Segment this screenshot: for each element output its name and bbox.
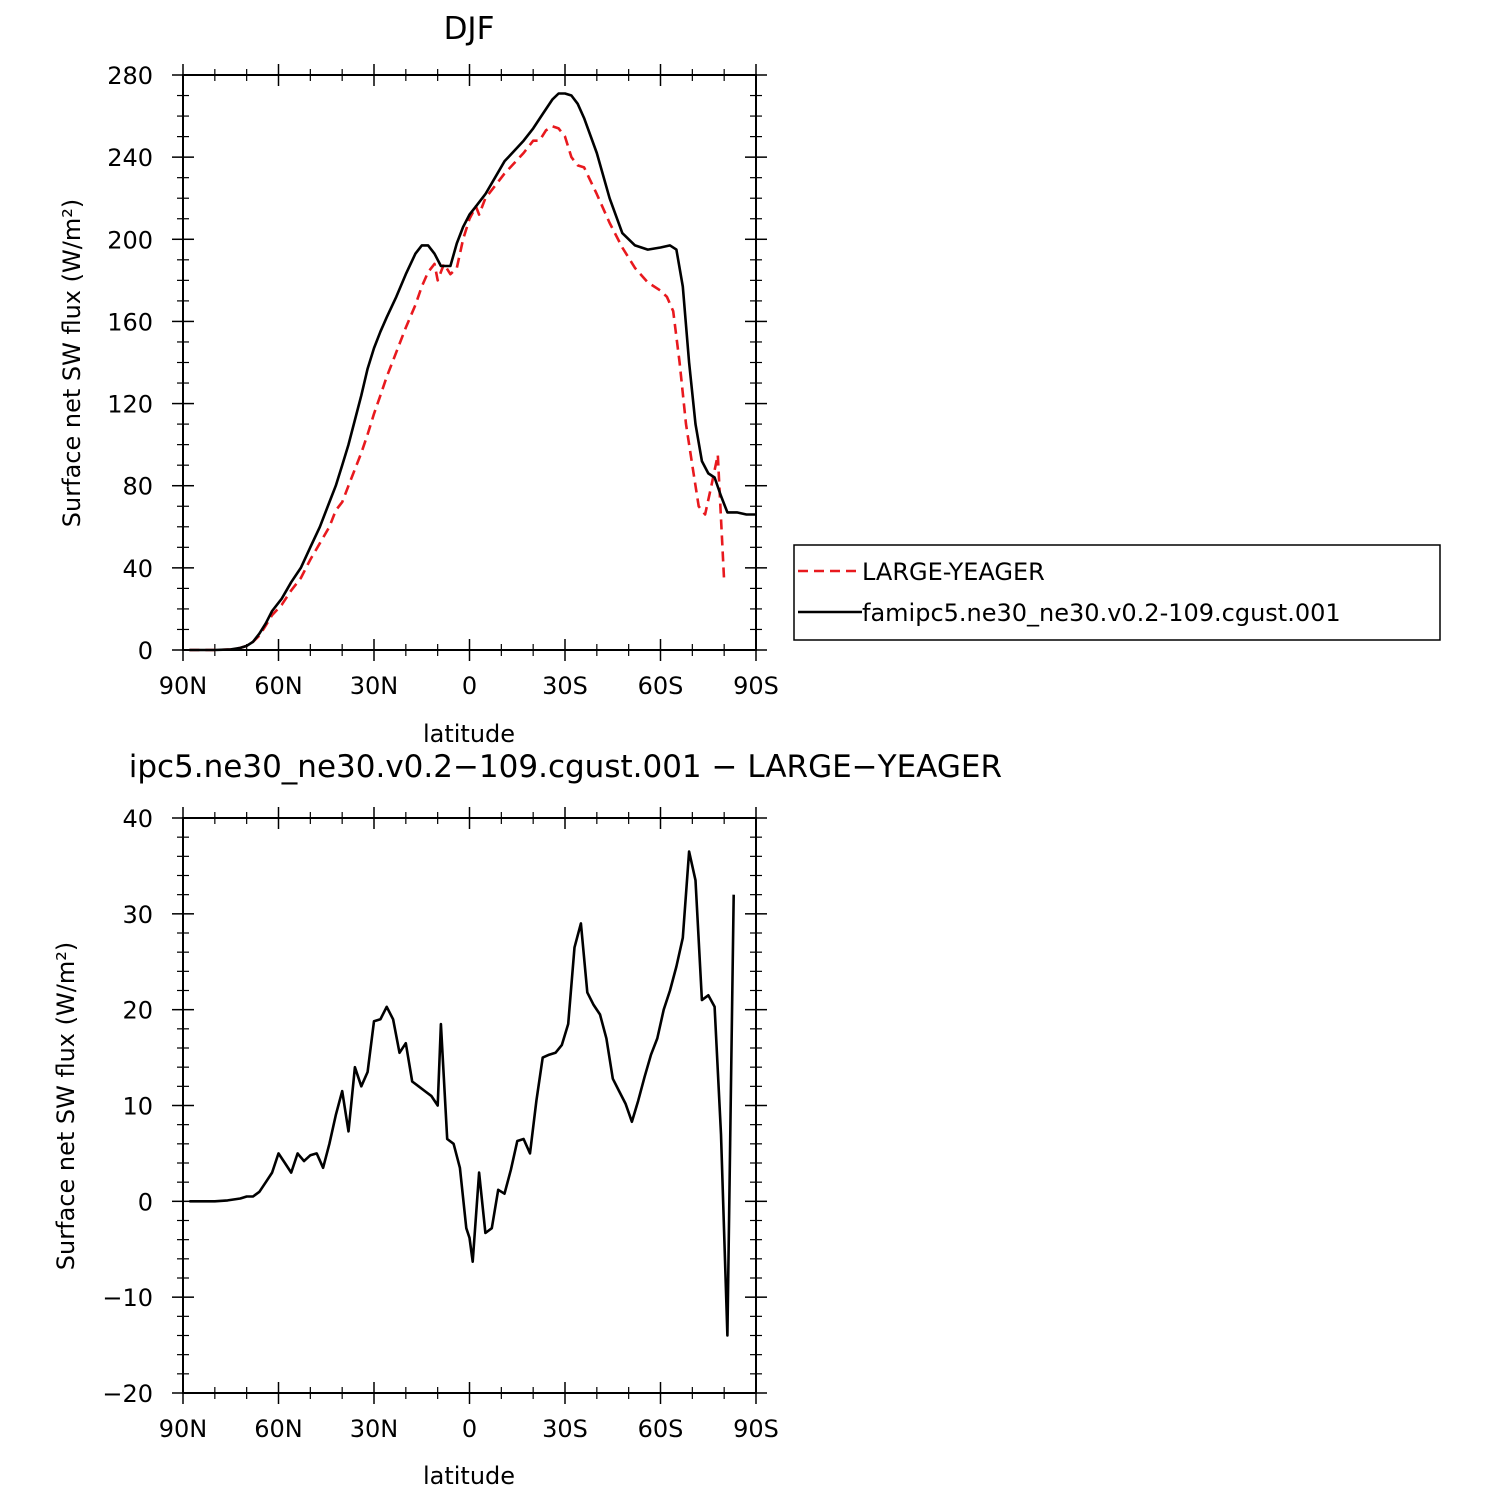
top-y-axis-label: Surface net SW flux (W/m²) [58, 199, 86, 527]
top-y-tick-label: 160 [107, 308, 153, 336]
bottom-y-tick-label: 40 [122, 805, 153, 833]
bottom-y-tick-label: −10 [102, 1284, 153, 1312]
top-plot-frame [182, 74, 757, 651]
top-x-tick-label: 90N [159, 672, 208, 700]
bottom-x-tick-label: 0 [462, 1415, 477, 1443]
top-x-tick-label: 30N [350, 672, 399, 700]
top-y-tick-label: 200 [107, 226, 153, 254]
bottom-x-tick-label: 60S [638, 1415, 684, 1443]
bottom-x-tick-label: 90N [159, 1415, 208, 1443]
top-axis-ticks: 90N 60N 30N 0 30S 60S 90S 0 40 80 120 160 200 240 280 [107, 62, 779, 700]
bottom-y-tick-label: 30 [122, 901, 153, 929]
top-y-tick-label: 280 [107, 62, 153, 90]
legend-label-large-yeager: LARGE-YEAGER [862, 558, 1045, 586]
difference-panel: ipc5.ne30_ne30.v0.2−109.cgust.001 − LARG… [52, 749, 1002, 1490]
bottom-series-line-0 [189, 850, 735, 1337]
legend-label-famipc5: famipc5.ne30_ne30.v0.2-109.cgust.001 [862, 599, 1341, 627]
top-y-tick-label: 80 [122, 473, 153, 501]
bottom-y-tick-label: 20 [122, 997, 153, 1025]
bottom-y-tick-label: −20 [102, 1380, 153, 1408]
bottom-plot-frame [182, 817, 757, 1394]
bottom-chart-title: ipc5.ne30_ne30.v0.2−109.cgust.001 − LARG… [129, 749, 1002, 785]
top-x-tick-label: 60S [638, 672, 684, 700]
legend-box [793, 544, 1441, 641]
djf-flux-panel: DJF latitude Surface net SW flux (W/m²) … [58, 11, 779, 748]
top-y-tick-label: 40 [122, 555, 153, 583]
bottom-y-axis-label: Surface net SW flux (W/m²) [52, 942, 80, 1270]
bottom-y-tick-label: 10 [122, 1093, 153, 1121]
top-x-tick-label: 60N [254, 672, 303, 700]
bottom-x-tick-label: 30N [350, 1415, 399, 1443]
top-x-tick-label: 30S [542, 672, 588, 700]
top-x-tick-label: 90S [733, 672, 779, 700]
bottom-axis-ticks: 90N 60N 30N 0 30S 60S 90S −20 −10 0 10 20 30 40 [102, 805, 779, 1443]
bottom-x-tick-label: 60N [254, 1415, 303, 1443]
top-series-line-1 [189, 92, 756, 652]
bottom-x-tick-label: 90S [733, 1415, 779, 1443]
top-y-tick-label: 240 [107, 144, 153, 172]
top-x-tick-label: 0 [462, 672, 477, 700]
top-chart-title: DJF [444, 11, 495, 47]
top-series-lines [189, 92, 756, 652]
top-series-line-0 [189, 125, 726, 652]
bottom-y-tick-label: 0 [138, 1188, 153, 1216]
top-y-tick-label: 0 [138, 637, 153, 665]
top-x-axis-label: latitude [423, 720, 515, 748]
bottom-series-lines [189, 850, 735, 1337]
top-y-tick-label: 120 [107, 391, 153, 419]
legend: LARGE-YEAGER famipc5.ne30_ne30.v0.2-109.… [793, 544, 1441, 641]
bottom-x-axis-label: latitude [423, 1462, 515, 1490]
bottom-x-tick-label: 30S [542, 1415, 588, 1443]
